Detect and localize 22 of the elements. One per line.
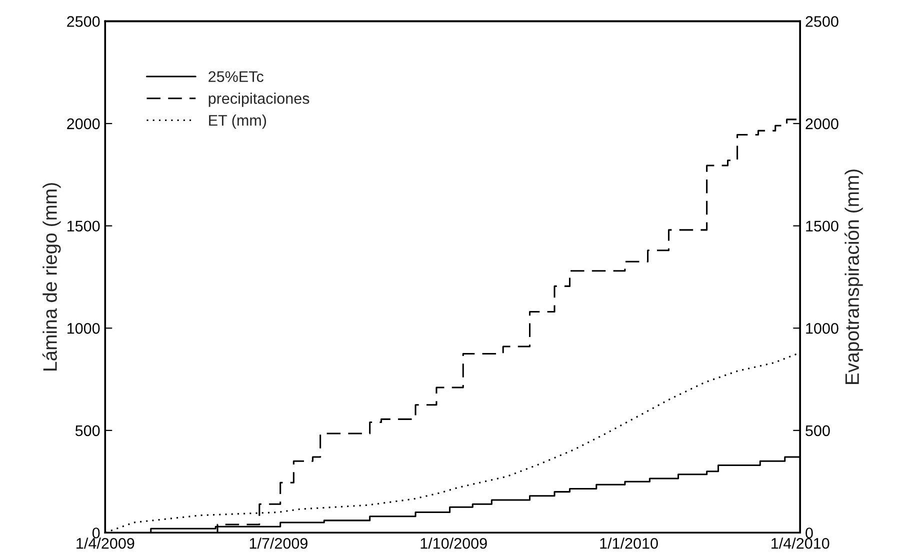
- y2-tick-label: 2500: [806, 16, 838, 27]
- y-tick-label: 0: [92, 528, 100, 538]
- legend-label: ET (mm): [209, 114, 266, 129]
- y-tick-label: 1000: [68, 323, 100, 334]
- x-tick-label: 1/4/2010: [772, 538, 830, 549]
- y2-axis-title: Evapotranspiración (mm): [844, 170, 863, 384]
- y-tick-label: 2000: [67, 118, 100, 130]
- y2-tick-label: 2000: [806, 118, 838, 130]
- legend-label: 25%ETc: [208, 71, 264, 82]
- y2-tick-label: 500: [806, 425, 830, 436]
- x-tick-label: 1/7/2009: [250, 538, 308, 549]
- y2-tick-label: 0: [806, 528, 813, 538]
- y2-tick-label: 1000: [806, 323, 838, 334]
- y2-tick-label: 1500: [806, 220, 838, 232]
- y-axis-title: Lámina de riego (mm): [42, 183, 61, 370]
- y-tick-label: 1500: [68, 220, 100, 232]
- x-tick-label: 1/1/2010: [600, 538, 658, 549]
- y-tick-label: 2500: [67, 16, 100, 27]
- legend-label: precipitaciones: [208, 92, 310, 107]
- x-tick-label: 1/10/2009: [420, 538, 487, 549]
- y-tick-label: 500: [75, 425, 100, 436]
- x-tick-label: 1/4/2009: [76, 538, 134, 549]
